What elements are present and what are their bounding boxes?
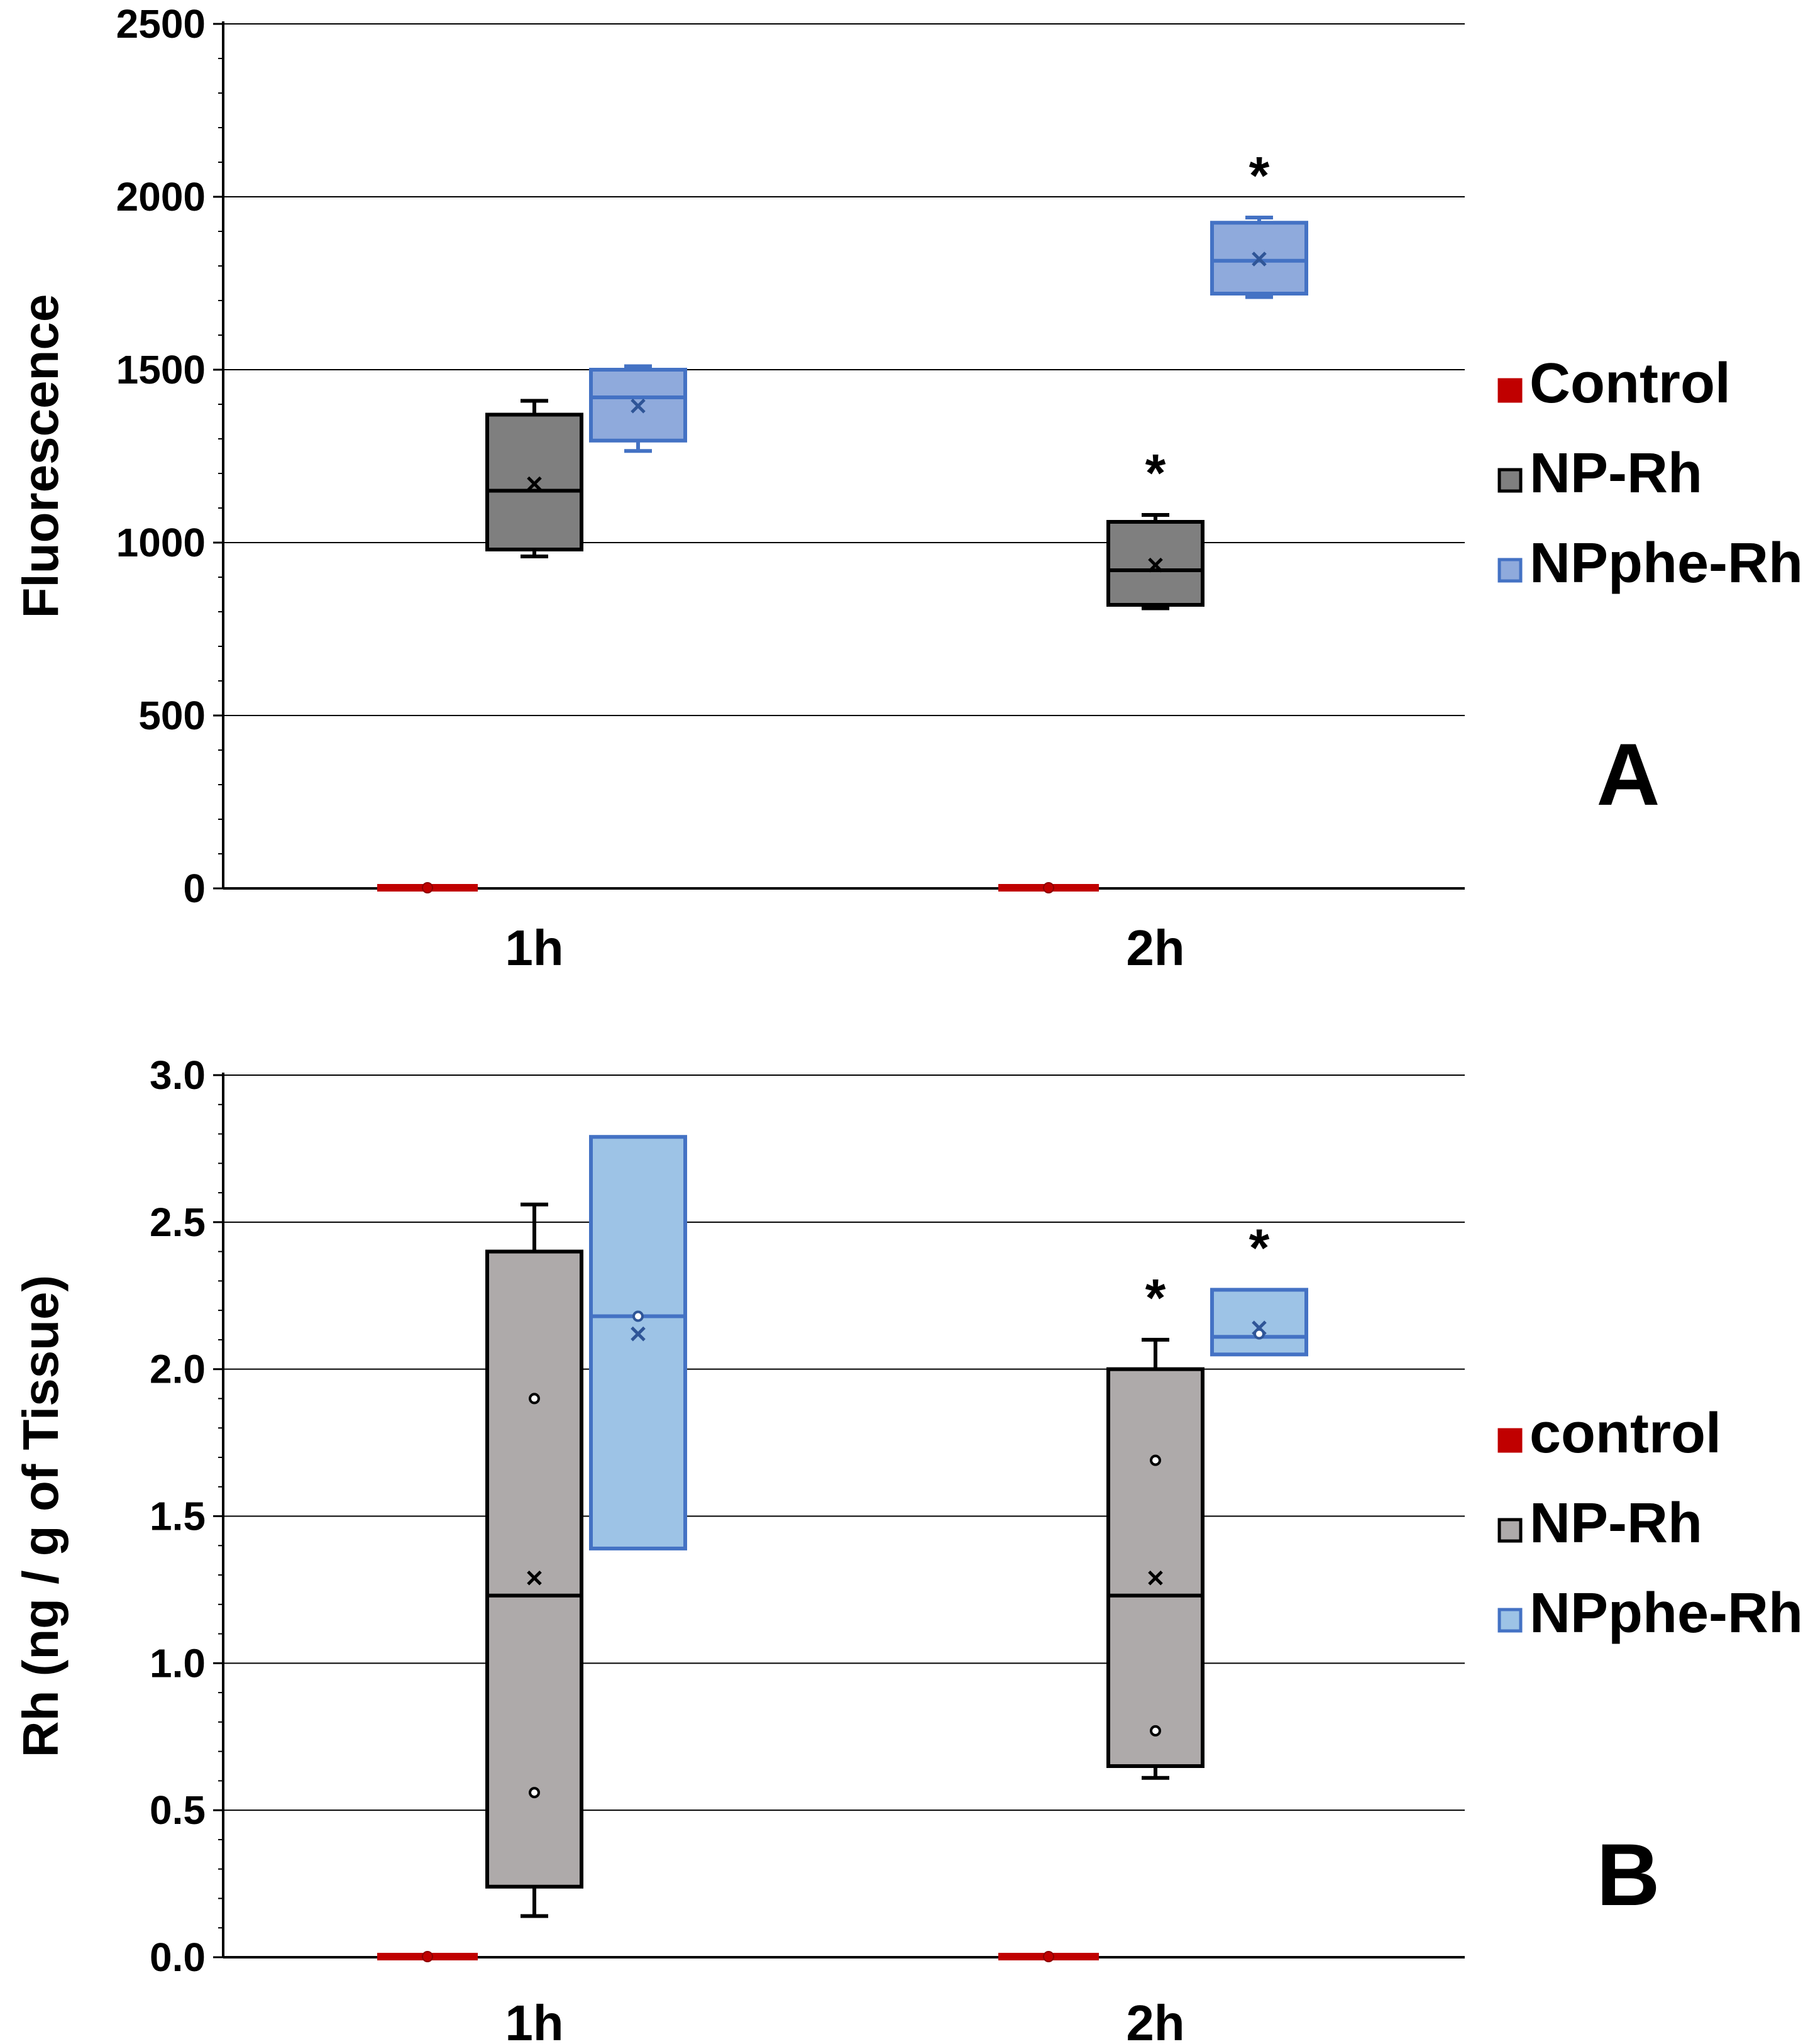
legend-label: NP-Rh <box>1530 1492 1702 1555</box>
y-tick-label: 0 <box>183 866 206 911</box>
legend-swatch <box>1497 378 1523 403</box>
mean-marker <box>1148 557 1163 573</box>
significance-star: * <box>1145 1268 1166 1327</box>
box-npphe-rh <box>1210 1288 1308 1357</box>
y-tick-label: 2000 <box>116 174 206 219</box>
legend-swatch <box>1497 1608 1523 1633</box>
legend-swatch <box>1497 558 1523 583</box>
significance-star: * <box>1145 443 1166 502</box>
data-point <box>1150 1454 1161 1466</box>
x-category-label: 1h <box>505 920 563 976</box>
legend-label: NPphe-Rh <box>1530 532 1803 595</box>
x-category-label: 1h <box>505 1995 563 2044</box>
panel-b-chart: 0.0 0.5 1.0 1.5 2.0 2.5 3.0 Rh (ng / g of Tissu… <box>13 1052 1803 2044</box>
y-tick-label: 2.5 <box>150 1200 206 1245</box>
y-tick-label: 1.5 <box>150 1494 206 1539</box>
mean-marker <box>1252 251 1267 267</box>
y-tick-label: 0.0 <box>150 1935 206 1980</box>
mean-marker <box>527 1570 542 1586</box>
y-tick-label: 0.5 <box>150 1787 206 1833</box>
box-npphe-rh <box>589 1135 687 1550</box>
legend-label: Control <box>1530 352 1731 415</box>
data-point <box>529 1787 540 1799</box>
y-tick-label: 3.0 <box>150 1052 206 1098</box>
y-tick-label: 1.0 <box>150 1640 206 1686</box>
mean-marker <box>631 398 646 414</box>
control-mean-marker <box>422 1951 433 1962</box>
y-tick-label: 500 <box>138 693 206 738</box>
significance-star: * <box>1249 146 1270 205</box>
legend-label: NP-Rh <box>1530 442 1702 505</box>
control-mean-marker <box>1043 1951 1054 1962</box>
legend-swatch <box>1497 1428 1523 1453</box>
legend-swatch <box>1497 1518 1523 1543</box>
box-np-rh <box>485 1249 583 1889</box>
legend-swatch <box>1497 468 1523 493</box>
control-mean-marker <box>422 882 433 893</box>
mean-marker <box>631 1326 646 1342</box>
y-axis-title: Fluorescence <box>13 294 69 619</box>
data-point <box>1150 1725 1161 1737</box>
mean-marker <box>527 476 542 492</box>
data-point <box>529 1393 540 1405</box>
x-category-label: 2h <box>1126 1995 1184 2044</box>
legend-label: control <box>1530 1402 1721 1465</box>
y-tick-label: 1500 <box>116 347 206 392</box>
box-np-rh <box>1106 1367 1204 1769</box>
data-point <box>1254 1328 1265 1340</box>
mean-marker <box>1148 1570 1163 1586</box>
y-tick-label: 1000 <box>116 520 206 565</box>
y-axis-title: Rh (ng / g of Tissue) <box>13 1275 69 1757</box>
panel-a-chart: 0 500 1000 1500 2000 2500 Fluorescence 1h 2h * * Co… <box>13 1 1803 976</box>
y-tick-label: 2500 <box>116 1 206 47</box>
control-mean-marker <box>1043 882 1054 893</box>
panel-letter: A <box>1596 725 1660 824</box>
y-tick-label: 2.0 <box>150 1347 206 1392</box>
significance-star: * <box>1249 1218 1270 1277</box>
x-category-label: 2h <box>1126 920 1184 976</box>
legend-label: NPphe-Rh <box>1530 1582 1803 1645</box>
panel-letter: B <box>1596 1825 1660 1924</box>
data-point <box>632 1310 644 1322</box>
